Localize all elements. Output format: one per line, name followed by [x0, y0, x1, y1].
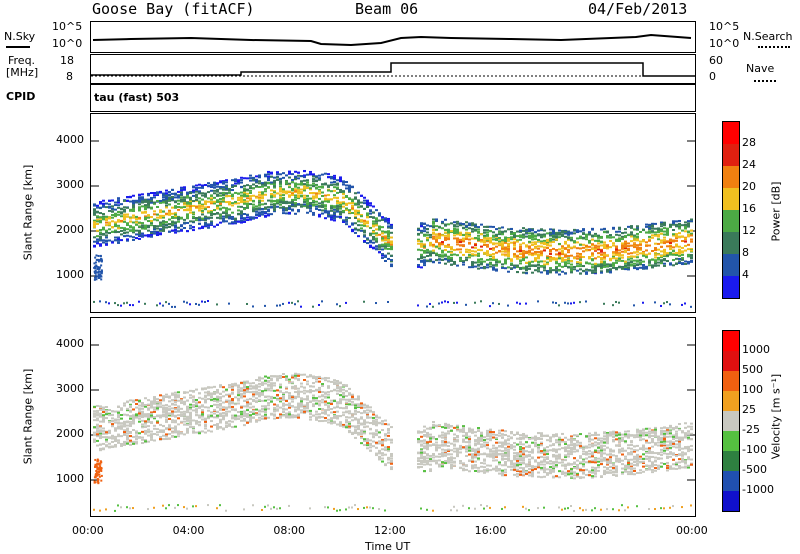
colorbar-swatch [723, 471, 739, 492]
freq-label: Freq. [8, 54, 36, 67]
velocity-heatmap [91, 344, 695, 512]
y-tick-label: 1000 [56, 472, 84, 485]
colorbar-swatch [723, 431, 739, 452]
freq-unit-label: [MHz] [6, 66, 39, 79]
nsky-tick-high: 10^5 [52, 20, 83, 33]
colorbar-swatch [723, 451, 739, 472]
nave-tick-low: 0 [709, 70, 716, 83]
nsky-label: N.Sky [4, 30, 36, 43]
y-tick-label: 2000 [56, 427, 84, 440]
colorbar-tick-label: 1000 [742, 343, 770, 356]
nave-tick-high: 60 [709, 54, 723, 67]
freq-panel [90, 54, 696, 84]
x-tick-label: 08:00 [273, 524, 306, 537]
velocity-colorbar-label: Velocity [m s⁻¹] [769, 373, 783, 460]
x-axis-label: Time UT [365, 540, 411, 553]
velocity-ylabel: Slant Range [km] [21, 368, 35, 465]
nsky-tick-low: 10^0 [52, 37, 83, 50]
cpid-label: CPID [6, 90, 36, 103]
noise-panel [90, 21, 696, 53]
noise-trace [92, 33, 692, 47]
nsky-legend-line [6, 46, 30, 48]
x-tick-label: 20:00 [575, 524, 608, 537]
colorbar-swatch [723, 351, 739, 372]
beam-label: Beam 06 [355, 0, 419, 18]
colorbar-tick-label: 12 [742, 224, 756, 237]
freq-tick-low: 8 [66, 70, 73, 83]
nave-label: Nave [746, 62, 775, 75]
colorbar-tick-label: 8 [742, 246, 749, 259]
colorbar-swatch [723, 122, 739, 145]
y-tick-label: 4000 [56, 133, 84, 146]
freq-tick-high: 18 [60, 54, 74, 67]
colorbar-tick-label: 24 [742, 158, 756, 171]
freq-trace [91, 62, 695, 77]
colorbar-swatch [723, 276, 739, 299]
colorbar-tick-label: -100 [742, 443, 767, 456]
nsearch-tick-high: 10^5 [709, 20, 740, 33]
colorbar-tick-label: 500 [742, 363, 763, 376]
colorbar-swatch [723, 166, 739, 189]
nsearch-legend-line [758, 46, 790, 48]
colorbar-swatch [723, 232, 739, 255]
power-heatmap [91, 140, 695, 308]
y-tick-label: 3000 [56, 178, 84, 191]
nsearch-label: N.Search [743, 30, 793, 43]
colorbar-tick-label: -1000 [742, 483, 774, 496]
colorbar-tick-label: 20 [742, 180, 756, 193]
date-label: 04/Feb/2013 [588, 0, 688, 18]
x-tick-label: 00:00 [72, 524, 104, 537]
y-tick-label: 2000 [56, 223, 84, 236]
colorbar-swatch [723, 491, 739, 512]
y-tick-label: 4000 [56, 337, 84, 350]
power-colorbar [722, 121, 740, 299]
colorbar-swatch [723, 331, 739, 352]
colorbar-tick-label: 25 [742, 403, 756, 416]
x-tick-label: 04:00 [172, 524, 205, 537]
colorbar-swatch [723, 144, 739, 167]
colorbar-tick-label: -500 [742, 463, 767, 476]
station-title: Goose Bay (fitACF) [92, 0, 255, 18]
colorbar-tick-label: 4 [742, 268, 749, 281]
colorbar-tick-label: -25 [742, 423, 760, 436]
colorbar-tick-label: 100 [742, 383, 763, 396]
cpid-panel [90, 84, 696, 112]
colorbar-swatch [723, 371, 739, 392]
echo-scatter [93, 169, 693, 308]
power-colorbar-label: Power [dB] [769, 181, 783, 242]
power-plot [90, 113, 696, 313]
colorbar-tick-label: 28 [742, 136, 756, 149]
colorbar-swatch [723, 210, 739, 233]
velocity-plot [90, 317, 696, 517]
cpid-value: tau (fast) 503 [94, 91, 180, 104]
x-tick-label: 12:00 [374, 524, 406, 537]
y-tick-label: 1000 [56, 268, 84, 281]
y-tick-label: 3000 [56, 382, 84, 395]
colorbar-swatch [723, 391, 739, 412]
colorbar-swatch [723, 254, 739, 277]
nave-legend-line [754, 80, 776, 82]
colorbar-swatch [723, 188, 739, 211]
power-ylabel: Slant Range [km] [21, 164, 35, 261]
colorbar-swatch [723, 411, 739, 432]
nsearch-tick-low: 10^0 [709, 37, 740, 50]
colorbar-tick-label: 16 [742, 202, 756, 215]
echo-scatter [93, 372, 693, 512]
x-tick-label: 16:00 [474, 524, 507, 537]
velocity-colorbar [722, 330, 740, 512]
x-tick-label: 00:00 [676, 524, 708, 537]
